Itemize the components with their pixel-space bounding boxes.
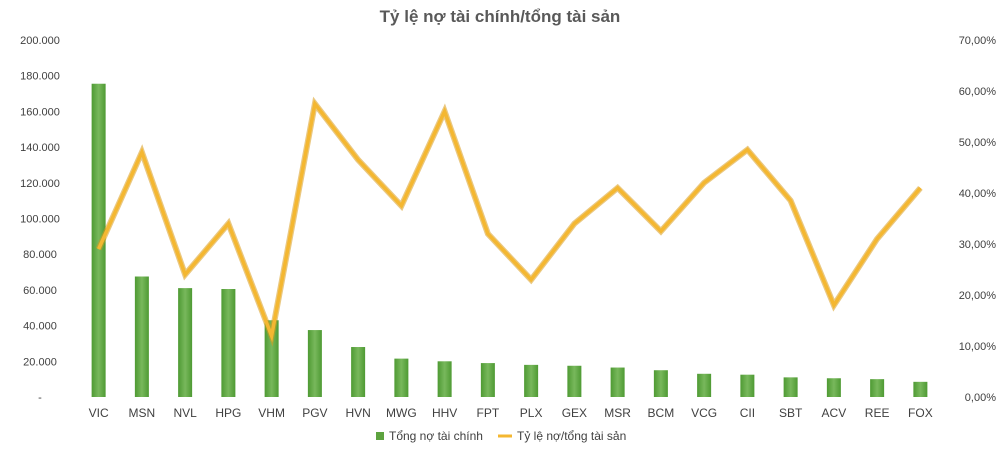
- left-tick-label: 200.000: [20, 35, 60, 47]
- legend-label-bar: Tổng nợ tài chính: [389, 429, 483, 443]
- bar-bcm: [653, 370, 668, 397]
- right-tick-label: 0,00%: [965, 392, 996, 404]
- category-label: VHM: [258, 406, 285, 420]
- category-label: HHV: [432, 406, 457, 420]
- left-tick-label: -: [38, 392, 42, 404]
- bar-msr: [610, 367, 625, 397]
- legend: Tổng nợ tài chính Tỷ lệ nợ/tổng tài sản: [376, 429, 626, 443]
- left-tick-label: 20.000: [23, 356, 57, 368]
- category-label: SBT: [779, 406, 803, 420]
- bar-vic: [91, 83, 106, 398]
- bar-gex: [567, 365, 582, 397]
- right-tick-label: 50,00%: [959, 137, 997, 149]
- category-label: VCG: [691, 406, 717, 420]
- category-label: MWG: [386, 406, 417, 420]
- left-tick-label: 60.000: [23, 285, 57, 297]
- bar-plx: [524, 364, 539, 397]
- category-label: GEX: [562, 406, 587, 420]
- bar-pgv: [307, 330, 322, 397]
- line-series: [95, 96, 923, 347]
- bar-fpt: [480, 363, 495, 397]
- right-tick-label: 70,00%: [959, 35, 997, 47]
- category-label: PLX: [520, 406, 543, 420]
- bar-nvl: [178, 288, 193, 397]
- bar-vhm: [264, 320, 279, 397]
- bar-ree: [870, 379, 885, 397]
- right-tick-label: 10,00%: [959, 341, 997, 353]
- left-tick-label: 180.000: [20, 71, 60, 83]
- bar-vcg: [697, 373, 712, 397]
- left-tick-label: 100.000: [20, 214, 60, 226]
- bar-acv: [826, 378, 841, 397]
- legend-swatch-bar: [376, 432, 384, 440]
- category-label: VIC: [89, 406, 109, 420]
- category-label: NVL: [173, 406, 197, 420]
- category-label: MSR: [604, 406, 631, 420]
- left-axis: - 20.000 40.000 60.000 80.000 100.000 120.000 1…: [20, 35, 60, 404]
- right-tick-label: 60,00%: [959, 86, 997, 98]
- bar-hhv: [437, 361, 452, 397]
- bar-hvn: [351, 347, 366, 397]
- left-tick-label: 80.000: [23, 249, 57, 261]
- category-label: ACV: [822, 406, 847, 420]
- left-tick-label: 140.000: [20, 142, 60, 154]
- legend-label-line: Tỷ lệ nợ/tổng tài sản: [517, 429, 626, 443]
- bar-series: [91, 83, 928, 398]
- category-label: MSN: [129, 406, 156, 420]
- chart-title: Tỷ lệ nợ tài chính/tổng tài sản: [380, 7, 621, 26]
- bar-cii: [740, 374, 755, 397]
- category-label: PGV: [302, 406, 327, 420]
- category-label: BCM: [648, 406, 675, 420]
- category-label: FPT: [477, 406, 500, 420]
- left-tick-label: 120.000: [20, 178, 60, 190]
- bar-fox: [913, 381, 928, 397]
- category-label: REE: [865, 406, 890, 420]
- bar-mwg: [394, 358, 409, 397]
- left-tick-label: 160.000: [20, 106, 60, 118]
- left-tick-label: 40.000: [23, 321, 57, 333]
- category-label: FOX: [908, 406, 933, 420]
- category-label: CII: [740, 406, 755, 420]
- right-tick-label: 40,00%: [959, 188, 997, 200]
- category-labels: VIC MSN NVL HPG VHM PGV HVN MWG HHV FPT PLX GEX MSR B…: [89, 406, 933, 420]
- bar-msn: [134, 276, 149, 397]
- right-axis: 0,00% 10,00% 20,00% 30,00% 40,00% 50,00% 60,00…: [959, 35, 997, 404]
- right-tick-label: 30,00%: [959, 239, 997, 251]
- bar-hpg: [221, 289, 236, 397]
- right-tick-label: 20,00%: [959, 290, 997, 302]
- category-label: HPG: [215, 406, 241, 420]
- category-label: HVN: [345, 406, 370, 420]
- bar-sbt: [783, 377, 798, 397]
- ratio-line: [97, 99, 922, 343]
